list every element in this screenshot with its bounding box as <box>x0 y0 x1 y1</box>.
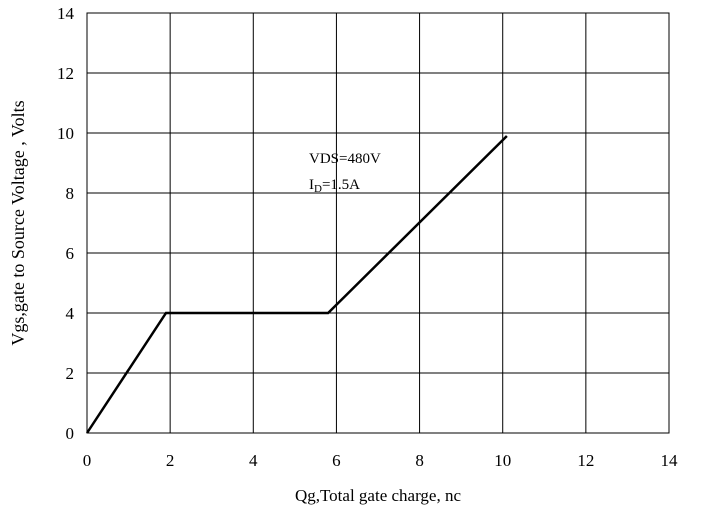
x-tick-labels: 0 2 4 6 8 10 12 14 <box>83 451 678 470</box>
series-line-0 <box>85 135 508 434</box>
x-tick-label-7: 14 <box>661 451 679 470</box>
y-tick-label-2: 4 <box>66 304 75 323</box>
y-axis-label: Vgs,gate to Source Voltage , Volts <box>8 100 28 345</box>
annotation-id-main: I <box>309 177 314 193</box>
x-tick-label-1: 2 <box>166 451 175 470</box>
x-tick-label-4: 8 <box>415 451 424 470</box>
plot-area-frame <box>86 12 670 434</box>
y-tick-label-4: 8 <box>66 184 75 203</box>
y-tick-label-1: 2 <box>66 364 75 383</box>
x-tick-label-2: 4 <box>249 451 258 470</box>
series-group <box>85 135 508 434</box>
y-tick-label-6: 12 <box>57 64 74 83</box>
annotation-id-subscript: D <box>314 183 322 195</box>
annotation-id-value: =1.5A <box>322 177 360 193</box>
x-tick-label-0: 0 <box>83 451 92 470</box>
x-tick-label-5: 10 <box>494 451 511 470</box>
y-tick-label-7: 14 <box>57 4 75 23</box>
annotation-vds: VDS=480V <box>309 151 381 167</box>
x-tick-label-6: 12 <box>577 451 594 470</box>
x-tick-label-3: 6 <box>332 451 341 470</box>
y-tick-label-5: 10 <box>57 124 74 143</box>
y-tick-labels: 0 2 4 6 8 10 12 14 <box>57 4 75 443</box>
annotation-id: ID=1.5A <box>309 177 360 195</box>
y-tick-label-3: 6 <box>66 244 75 263</box>
y-tick-label-0: 0 <box>66 424 75 443</box>
x-axis-label: Qg,Total gate charge, nc <box>295 486 462 505</box>
